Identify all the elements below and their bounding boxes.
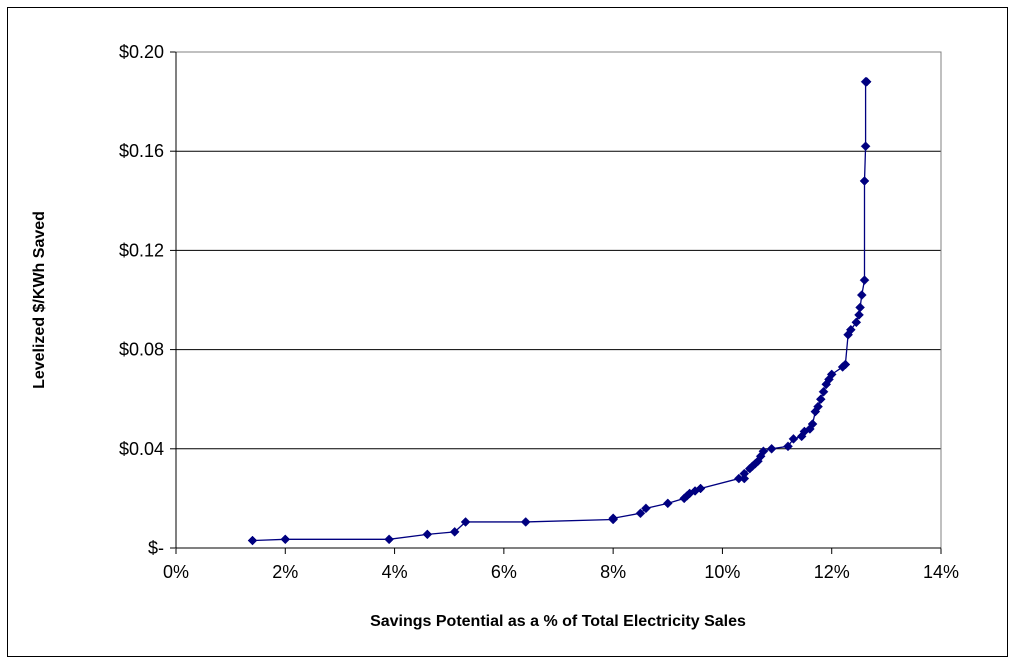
y-tick-label: $-: [148, 538, 164, 558]
data-point: [859, 176, 870, 186]
x-tick-label: 4%: [382, 562, 408, 582]
y-tick-label: $0.04: [119, 439, 164, 459]
x-tick-label: 10%: [704, 562, 740, 582]
data-point: [818, 386, 829, 397]
y-tick-label: $0.12: [119, 240, 164, 260]
data-point: [384, 534, 394, 545]
line-chart: $- $0.04 $0.08 $0.12 $0.16 $0.20 0% 2% 4% 6% 8% 10%…: [31, 42, 959, 630]
y-tick-label: $0.08: [119, 340, 164, 360]
data-point: [815, 394, 826, 405]
data-point: [826, 369, 837, 380]
data-point: [449, 527, 460, 537]
data-point: [845, 324, 856, 335]
data-point: [783, 441, 793, 452]
data-point: [854, 310, 864, 320]
y-tick-label: $0.20: [119, 42, 164, 62]
data-point: [247, 535, 258, 546]
data-point: [856, 290, 867, 300]
data-point: [662, 498, 673, 509]
data-point: [695, 483, 706, 494]
data-point: [641, 503, 651, 514]
data-point: [860, 141, 871, 152]
data-point: [758, 446, 769, 457]
data-point: [851, 317, 862, 328]
data-point: [859, 275, 870, 286]
data-point: [608, 513, 618, 524]
data-point: [788, 434, 799, 444]
data-point: [739, 468, 750, 479]
x-tick-label: 6%: [491, 562, 517, 582]
data-point: [520, 517, 531, 527]
data-point: [807, 419, 818, 429]
data-point: [840, 359, 851, 370]
y-axis-title: Levelized $/KWh Saved: [31, 211, 48, 389]
data-point: [739, 473, 750, 484]
data-point: [422, 529, 433, 540]
x-tick-label: 14%: [923, 562, 959, 582]
data-point: [855, 302, 865, 313]
data-point: [280, 534, 291, 545]
x-tick-label: 0%: [163, 562, 189, 582]
plot-area: [176, 52, 941, 548]
x-tick-label: 12%: [814, 562, 850, 582]
data-point: [813, 401, 823, 412]
data-point: [861, 76, 872, 87]
x-tick-label: 8%: [600, 562, 626, 582]
x-tick-label: 2%: [272, 562, 298, 582]
x-axis-title: Savings Potential as a % of Total Electr…: [370, 613, 746, 630]
data-point: [766, 443, 777, 454]
data-point: [635, 508, 646, 519]
data-point: [460, 517, 471, 527]
chart-frame: $- $0.04 $0.08 $0.12 $0.16 $0.20 0% 2% 4% 6% 8% 10%…: [7, 7, 1008, 657]
y-tick-label: $0.16: [119, 141, 164, 161]
